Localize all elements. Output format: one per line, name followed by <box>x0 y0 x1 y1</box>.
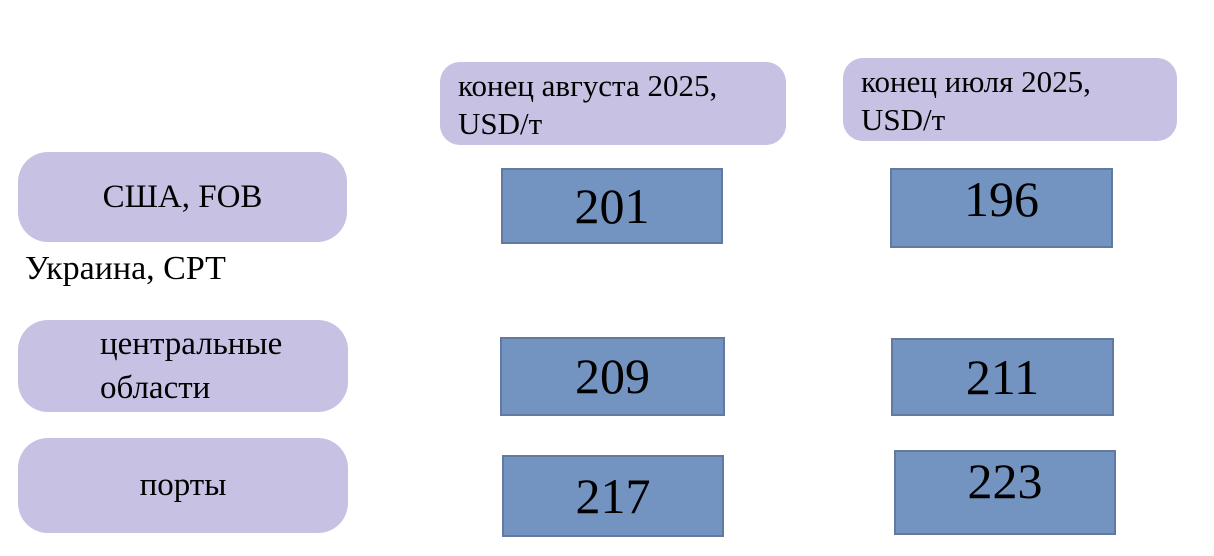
value-central-regions-july: 211 <box>891 338 1114 416</box>
value-ports-august: 217 <box>502 455 724 537</box>
row-label-usa-fob: США, FOB <box>18 152 347 242</box>
value-central-regions-august: 209 <box>500 337 725 416</box>
row-label-ports: порты <box>18 438 348 533</box>
row-label-central-regions: центральные области <box>18 320 348 412</box>
value-ports-july: 223 <box>894 450 1116 535</box>
column-header-end-august: конец августа 2025, USD/т <box>440 62 786 145</box>
column-header-end-july: конец июля 2025, USD/т <box>843 58 1177 141</box>
value-usa-august: 201 <box>501 168 723 244</box>
value-usa-july: 196 <box>890 168 1113 248</box>
group-label-ukraine-cpt: Украина, СРТ <box>25 250 226 287</box>
